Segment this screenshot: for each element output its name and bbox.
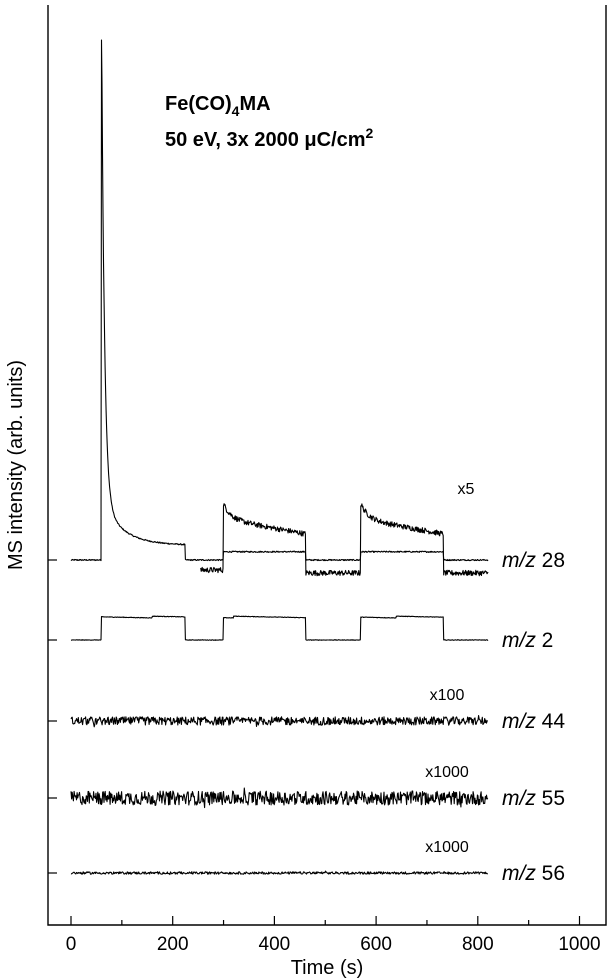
series-line <box>200 503 489 577</box>
chart-title-line2: 50 eV, 3x 2000 μC/cm2 <box>165 125 374 151</box>
series-label: m/z 55 <box>502 787 565 810</box>
series-line <box>70 787 489 809</box>
series-line <box>70 870 489 876</box>
x-tick-label: 1000 <box>558 934 600 955</box>
chart-title-line1: Fe(CO)4MA <box>165 93 271 119</box>
multiplier-label: x100 <box>430 687 465 704</box>
multiplier-labels: x5 x100 x1000 x1000 <box>425 481 474 856</box>
x-tick-label: 600 <box>360 934 392 955</box>
x-tick-label: 800 <box>462 934 494 955</box>
axis-frame <box>47 5 607 926</box>
x-tick-label: 0 <box>66 934 77 955</box>
x-tick-label: 400 <box>259 934 291 955</box>
traces <box>70 39 489 876</box>
multiplier-label: x1000 <box>425 764 469 781</box>
multiplier-label: x1000 <box>425 839 469 856</box>
series-line <box>70 715 488 728</box>
series-label: m/z 44 <box>502 710 565 733</box>
series-line <box>70 39 489 562</box>
series-label: m/z 56 <box>502 862 565 885</box>
x-axis-label: Time (s) <box>291 957 364 979</box>
y-axis-ticks <box>48 559 57 874</box>
series-labels: m/z 28 m/z 2 m/z 44 m/z 55 m/z 56 <box>502 549 565 885</box>
x-tick-label: 200 <box>157 934 189 955</box>
series-label: m/z 2 <box>502 629 553 652</box>
series-line <box>70 615 489 641</box>
x-axis-ticks: 0 200 400 600 800 1000 <box>66 916 601 955</box>
series-label: m/z 28 <box>502 549 565 572</box>
y-axis-label: MS intensity (arb. units) <box>5 360 27 570</box>
multiplier-label: x5 <box>458 481 475 498</box>
